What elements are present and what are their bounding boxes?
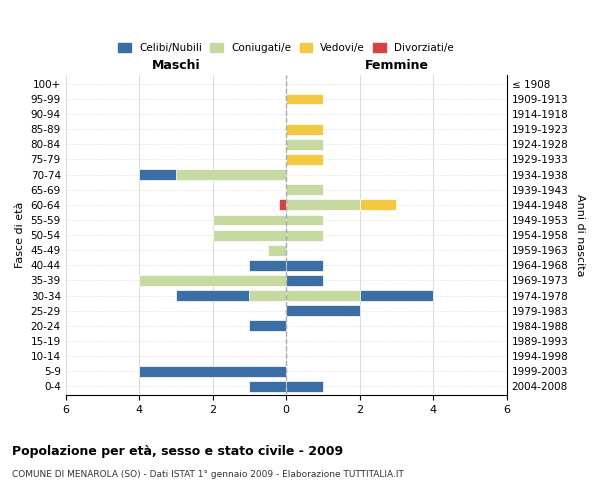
Text: Maschi: Maschi xyxy=(152,59,200,72)
Bar xyxy=(279,200,286,210)
Bar xyxy=(139,275,286,286)
Text: Popolazione per età, sesso e stato civile - 2009: Popolazione per età, sesso e stato civil… xyxy=(12,445,343,458)
Bar xyxy=(250,381,286,392)
Text: Femmine: Femmine xyxy=(364,59,428,72)
Bar xyxy=(286,381,323,392)
Bar xyxy=(360,290,433,301)
Bar xyxy=(286,94,323,104)
Bar xyxy=(268,244,286,256)
Bar xyxy=(250,320,286,331)
Bar xyxy=(286,124,323,134)
Bar xyxy=(286,154,323,165)
Bar xyxy=(286,230,323,240)
Bar xyxy=(286,139,323,150)
Bar xyxy=(286,305,360,316)
Bar xyxy=(212,230,286,240)
Bar xyxy=(176,290,250,301)
Bar xyxy=(139,169,176,180)
Bar xyxy=(139,366,286,376)
Bar xyxy=(286,260,323,270)
Bar xyxy=(250,290,286,301)
Text: COMUNE DI MENAROLA (SO) - Dati ISTAT 1° gennaio 2009 - Elaborazione TUTTITALIA.I: COMUNE DI MENAROLA (SO) - Dati ISTAT 1° … xyxy=(12,470,404,479)
Bar xyxy=(286,200,360,210)
Bar xyxy=(286,214,323,226)
Bar xyxy=(176,169,286,180)
Bar xyxy=(286,184,323,195)
Bar xyxy=(360,200,397,210)
Y-axis label: Fasce di età: Fasce di età xyxy=(15,202,25,268)
Bar xyxy=(250,260,286,270)
Bar xyxy=(286,275,323,286)
Bar xyxy=(212,214,286,226)
Legend: Celibi/Nubili, Coniugati/e, Vedovi/e, Divorziati/e: Celibi/Nubili, Coniugati/e, Vedovi/e, Di… xyxy=(114,38,458,57)
Y-axis label: Anni di nascita: Anni di nascita xyxy=(575,194,585,276)
Bar xyxy=(286,290,360,301)
